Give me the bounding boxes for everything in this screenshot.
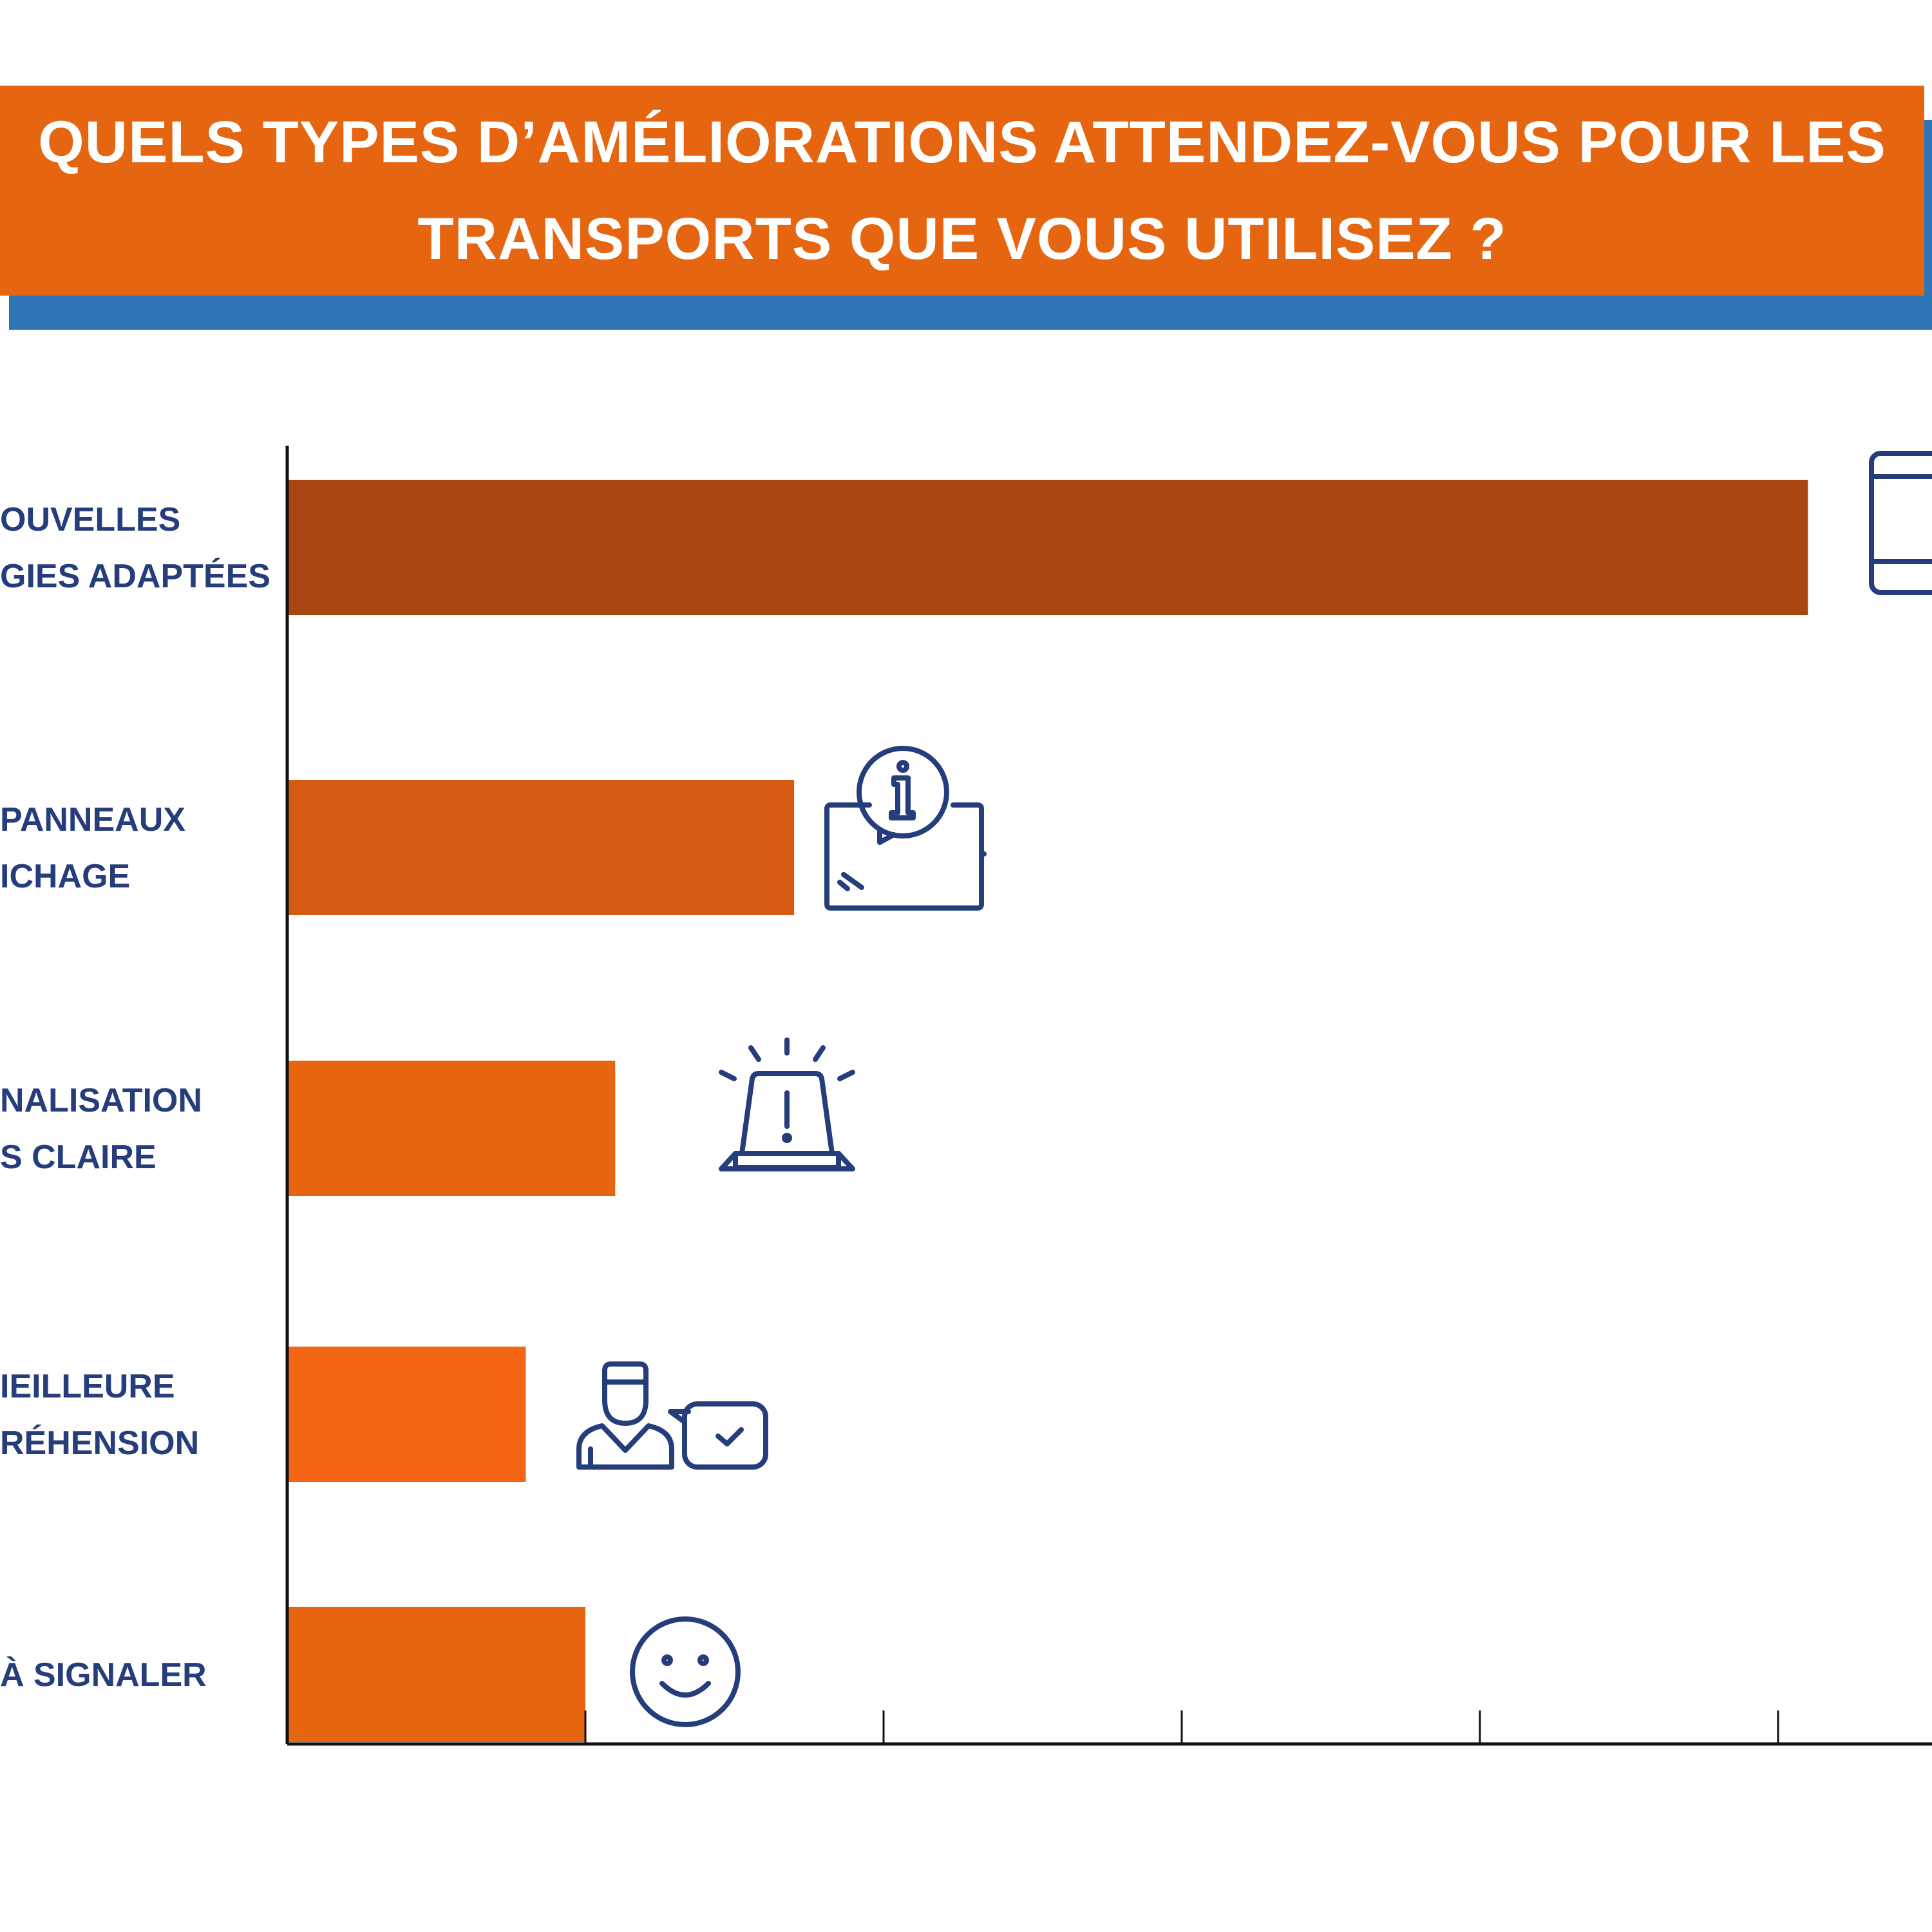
bar-1 — [287, 480, 1808, 615]
axes-layer — [285, 446, 1932, 1746]
category-label-line: RÉHENSION — [0, 1425, 199, 1462]
category-label-4: IEILLEURE RÉHENSION — [0, 1368, 199, 1462]
alert-beacon-icon — [719, 1037, 855, 1171]
category-label-line: S CLAIRE — [0, 1139, 156, 1176]
bar-4 — [287, 1347, 526, 1482]
category-label-line: PANNEAUX — [0, 801, 185, 838]
agent-chat-icon — [576, 1361, 768, 1470]
category-label-line: NALISATION — [0, 1082, 202, 1119]
bar-5 — [287, 1607, 585, 1742]
category-label-1: OUVELLES GIES ADAPTÉES — [0, 501, 270, 595]
title-line-1: QUELS TYPES D’AMÉLIORATIONS ATTENDEZ-VOU… — [38, 109, 1886, 175]
category-label-5: À SIGNALER — [0, 1656, 207, 1694]
category-label-line: GIES ADAPTÉES — [0, 558, 270, 595]
smiley-icon — [630, 1616, 741, 1727]
category-label-line: IEILLEURE — [0, 1368, 175, 1405]
category-label-line: OUVELLES — [0, 501, 180, 538]
category-label-line: ICHAGE — [0, 858, 130, 895]
category-label-3: NALISATION S CLAIRE — [0, 1082, 202, 1176]
category-label-line: À SIGNALER — [0, 1656, 207, 1694]
category-label-2: PANNEAUX ICHAGE — [0, 801, 185, 895]
category-labels-layer: OUVELLES GIES ADAPTÉES PANNEAUX ICHAGE NALIS… — [0, 501, 270, 1694]
info-sign-icon — [824, 746, 987, 911]
title-banner: QUELS TYPES D’AMÉLIORATIONS ATTENDEZ-VOU… — [0, 86, 1924, 296]
tablet-icon — [1869, 451, 1932, 595]
bar-2 — [287, 780, 795, 915]
icons-layer — [576, 451, 1932, 1727]
bar-3 — [287, 1061, 616, 1196]
bars-layer — [287, 480, 1808, 1742]
title-line-2: TRANSPORTS QUE VOUS UTILISEZ ? — [417, 206, 1507, 272]
